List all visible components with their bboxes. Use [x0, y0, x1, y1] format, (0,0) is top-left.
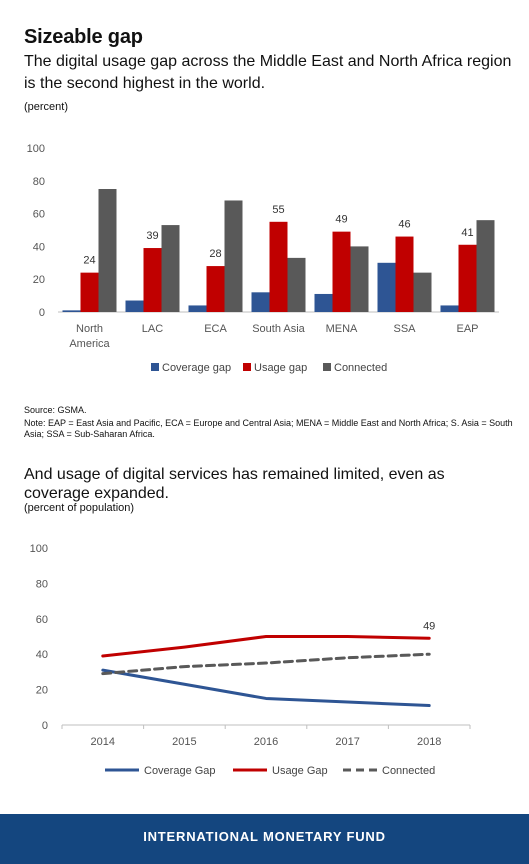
y-tick-label-100: 100 — [30, 543, 48, 555]
x-tick-label-lac: LAC — [142, 323, 163, 335]
bar-chart: 0 20 40 60 80 100 24 North America 39 LAC 28 ECA 55 So… — [27, 143, 499, 374]
bar-connected-north-america — [98, 189, 117, 312]
footer-label: INTERNATIONAL MONETARY FUND — [143, 829, 386, 844]
y-tick-label-0: 0 — [42, 720, 48, 732]
abbreviation-note: Note: EAP = East Asia and Pacific, ECA =… — [24, 418, 513, 439]
bar-usage-gap-north-america — [80, 272, 99, 312]
legend-swatch-usage-gap — [243, 363, 251, 371]
y-tick-label-100: 100 — [27, 143, 45, 155]
bar-chart-unit: (percent) — [24, 101, 69, 113]
bar-connected-lac — [161, 225, 180, 312]
x-tick-label-south-asia: South Asia — [252, 323, 305, 335]
bar-usage-gap-lac — [143, 248, 162, 312]
source-note: Source: GSMA. — [24, 405, 87, 415]
y-tick-label-80: 80 — [36, 578, 48, 590]
y-tick-label-60: 60 — [36, 614, 48, 626]
x-tick-label-2016: 2016 — [254, 736, 278, 748]
bar-coverage-gap-lac — [125, 300, 144, 312]
data-label-ssa: 46 — [398, 219, 410, 231]
bar-coverage-gap-south-asia — [251, 292, 270, 312]
line-connected — [101, 652, 431, 676]
legend-label-coverage-gap: Coverage gap — [162, 362, 231, 374]
chart-title: Sizeable gap — [24, 26, 143, 48]
x-tick-label-ssa: SSA — [393, 323, 416, 335]
footer-banner: INTERNATIONAL MONETARY FUND — [0, 814, 529, 864]
y-tick-label-60: 60 — [33, 209, 45, 221]
bar-connected-eap — [476, 220, 495, 312]
x-tick-label-eca: ECA — [204, 323, 227, 335]
legend-label-usage-gap: Usage Gap — [272, 765, 328, 777]
x-tick-label-2018: 2018 — [417, 736, 441, 748]
y-tick-label-80: 80 — [33, 176, 45, 188]
y-tick-label-40: 40 — [36, 649, 48, 661]
data-label-usage-gap-2018: 49 — [423, 620, 435, 632]
line-chart-title: And usage of digital services has remain… — [24, 466, 445, 502]
y-tick-label-20: 20 — [36, 685, 48, 697]
bar-coverage-gap-ssa — [377, 262, 396, 312]
bar-usage-gap-eca — [206, 266, 225, 312]
legend-label-usage-gap: Usage gap — [254, 362, 307, 374]
legend-label-connected: Connected — [334, 362, 387, 374]
x-tick-label-eap: EAP — [456, 323, 478, 335]
line-chart: 0 20 40 60 80 100 2014 2015 2016 2017 2018 49 Covera… — [30, 543, 471, 777]
data-label-lac: 39 — [146, 230, 158, 242]
legend-label-coverage-gap: Coverage Gap — [144, 765, 216, 777]
legend-label-connected: Connected — [382, 765, 435, 777]
x-tick-label-north-america-line2: America — [69, 338, 110, 350]
y-tick-label-40: 40 — [33, 241, 45, 253]
legend-swatch-coverage-gap — [151, 363, 159, 371]
data-label-mena: 49 — [335, 214, 347, 226]
bar-coverage-gap-eap — [440, 305, 459, 312]
x-tick-label-2017: 2017 — [335, 736, 359, 748]
x-tick-label-2014: 2014 — [91, 736, 115, 748]
legend-swatch-connected — [323, 363, 331, 371]
bar-usage-gap-eap — [458, 244, 477, 312]
y-tick-label-0: 0 — [39, 307, 45, 319]
bar-coverage-gap-eca — [188, 305, 207, 312]
bar-usage-gap-south-asia — [269, 221, 288, 312]
bar-connected-ssa — [413, 272, 432, 312]
data-label-south-asia: 55 — [272, 204, 284, 216]
data-label-north-america: 24 — [83, 255, 95, 267]
line-usage-gap — [101, 635, 431, 658]
bar-connected-eca — [224, 200, 243, 312]
bar-connected-mena — [350, 246, 369, 312]
line-chart-unit: (percent of population) — [24, 502, 135, 514]
line-coverage-gap — [101, 668, 431, 708]
data-label-eap: 41 — [461, 227, 473, 239]
x-tick-label-mena: MENA — [326, 323, 358, 335]
x-tick-label-2015: 2015 — [172, 736, 196, 748]
bar-coverage-gap-mena — [314, 293, 333, 312]
bar-connected-south-asia — [287, 257, 306, 312]
chart-subtitle: The digital usage gap across the Middle … — [24, 53, 512, 92]
bar-coverage-gap-north-america — [62, 310, 81, 312]
bar-usage-gap-ssa — [395, 236, 414, 312]
bar-usage-gap-mena — [332, 231, 351, 312]
data-label-eca: 28 — [209, 248, 221, 260]
x-tick-label-north-america: North — [76, 323, 103, 335]
y-tick-label-20: 20 — [33, 274, 45, 286]
